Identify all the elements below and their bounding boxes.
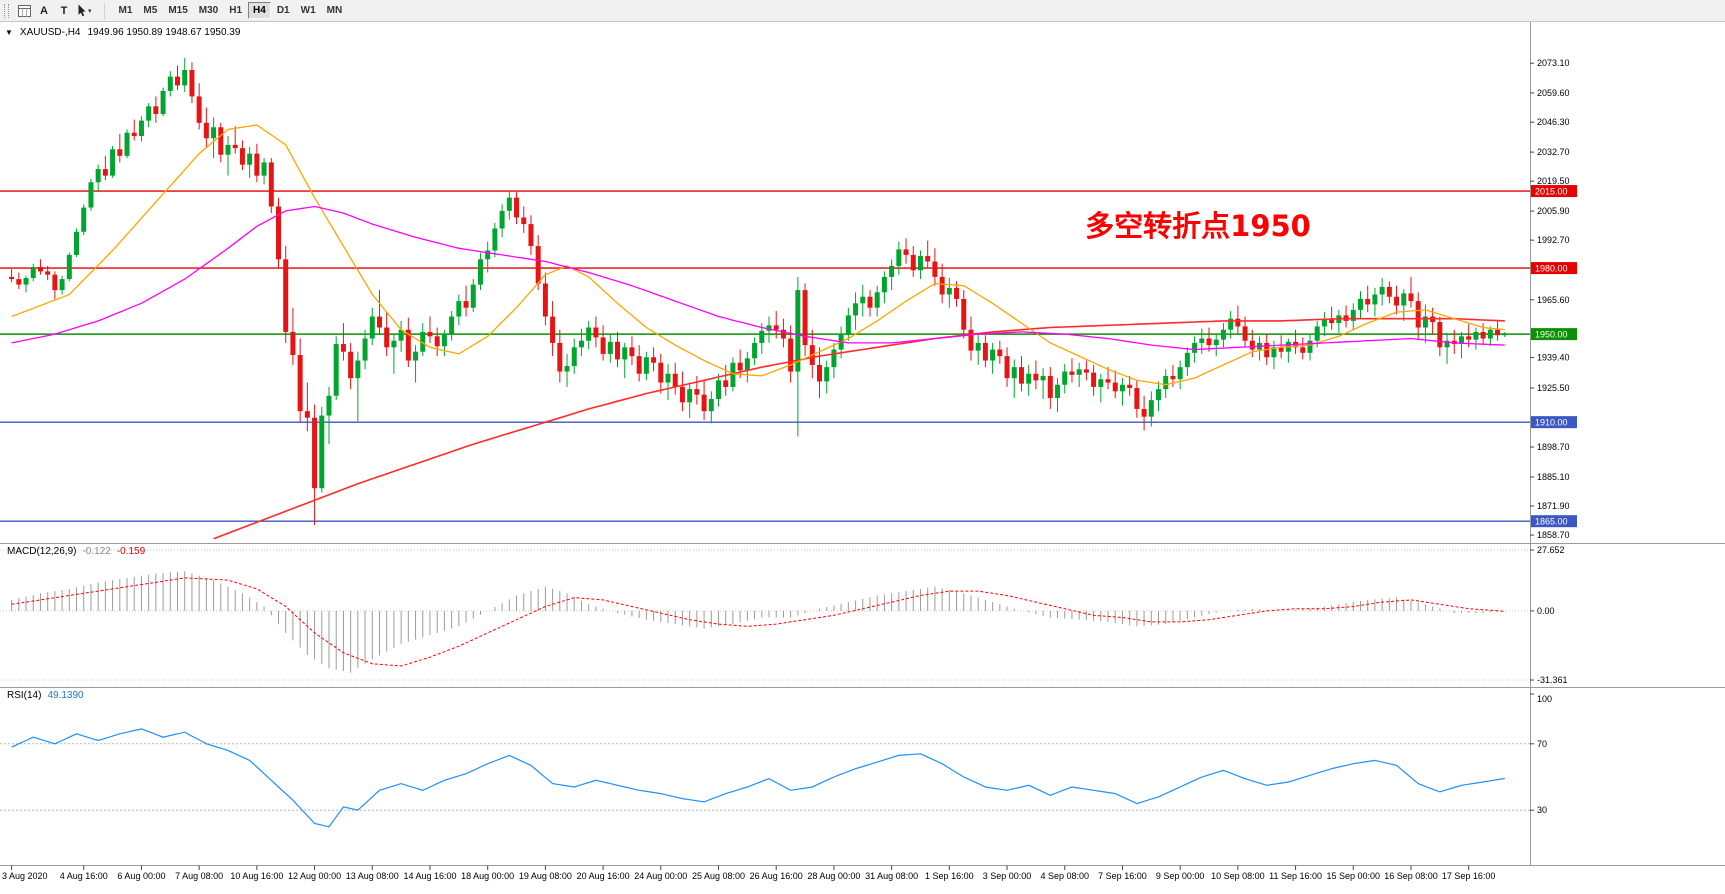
svg-text:17 Sep 16:00: 17 Sep 16:00 xyxy=(1442,871,1496,881)
svg-text:70: 70 xyxy=(1537,739,1547,749)
svg-text:11 Sep 16:00: 11 Sep 16:00 xyxy=(1269,871,1322,881)
cursor-tool-button[interactable]: ▾ xyxy=(74,2,95,20)
svg-text:7 Aug 08:00: 7 Aug 08:00 xyxy=(175,871,223,881)
chart-canvas: 2073.10 2059.60 2046.30 2032.70 2019.50 2005.… xyxy=(0,22,1725,881)
svg-text:1950.00: 1950.00 xyxy=(1535,330,1568,340)
svg-text:30: 30 xyxy=(1537,805,1547,815)
label-a-tool-button[interactable]: A xyxy=(34,2,54,20)
svg-text:3 Aug 2020: 3 Aug 2020 xyxy=(2,871,48,881)
svg-text:1980.00: 1980.00 xyxy=(1535,264,1568,274)
svg-text:6 Aug 00:00: 6 Aug 00:00 xyxy=(117,871,165,881)
horizontal-levels-layer xyxy=(0,190,1530,522)
svg-text:31 Aug 08:00: 31 Aug 08:00 xyxy=(865,871,918,881)
chart-grid-button[interactable] xyxy=(14,2,34,20)
svg-text:2046.30: 2046.30 xyxy=(1537,117,1570,127)
svg-text:12 Aug 00:00: 12 Aug 00:00 xyxy=(288,871,341,881)
svg-text:1858.70: 1858.70 xyxy=(1537,530,1570,540)
caret-down-icon: ▾ xyxy=(88,7,92,15)
svg-text:1871.90: 1871.90 xyxy=(1537,501,1570,511)
text-tool-button[interactable]: T xyxy=(54,2,74,20)
svg-text:1939.40: 1939.40 xyxy=(1537,352,1570,362)
timeframe-button-mn[interactable]: MN xyxy=(322,2,348,19)
timeframe-button-m1[interactable]: M1 xyxy=(114,2,138,19)
svg-text:0.00: 0.00 xyxy=(1537,606,1555,616)
panel-borders xyxy=(0,22,1725,866)
svg-text:16 Sep 08:00: 16 Sep 08:00 xyxy=(1384,871,1438,881)
svg-text:14 Aug 16:00: 14 Aug 16:00 xyxy=(403,871,456,881)
svg-text:1885.10: 1885.10 xyxy=(1537,472,1570,482)
chart-area[interactable]: 2073.10 2059.60 2046.30 2032.70 2019.50 2005.… xyxy=(0,22,1725,894)
svg-text:18 Aug 00:00: 18 Aug 00:00 xyxy=(461,871,514,881)
toolbar-grip[interactable] xyxy=(4,3,9,18)
timeframe-button-m15[interactable]: M15 xyxy=(163,2,192,19)
timeframe-button-w1[interactable]: W1 xyxy=(296,2,321,19)
svg-text:1865.00: 1865.00 xyxy=(1535,517,1568,527)
svg-text:2005.90: 2005.90 xyxy=(1537,206,1570,216)
timeframe-group: M1 M5 M15 M30 H1 H4 D1 W1 MN xyxy=(114,2,348,19)
svg-text:1992.70: 1992.70 xyxy=(1537,235,1570,245)
svg-text:-31.361: -31.361 xyxy=(1537,675,1568,685)
svg-text:4 Sep 08:00: 4 Sep 08:00 xyxy=(1040,871,1089,881)
ma-slow-line xyxy=(213,317,1505,540)
chart-annotation: 多空转折点1950 xyxy=(1085,209,1311,243)
main-toolbar: A T ▾ M1 M5 M15 M30 H1 H4 D1 W1 MN xyxy=(0,0,1725,22)
timeframe-button-h4[interactable]: H4 xyxy=(248,2,271,19)
svg-text:1910.00: 1910.00 xyxy=(1535,418,1568,428)
svg-text:27.652: 27.652 xyxy=(1537,545,1565,555)
svg-text:20 Aug 16:00: 20 Aug 16:00 xyxy=(577,871,630,881)
svg-text:2059.60: 2059.60 xyxy=(1537,88,1570,98)
svg-text:3 Sep 00:00: 3 Sep 00:00 xyxy=(983,871,1032,881)
svg-text:15 Sep 00:00: 15 Sep 00:00 xyxy=(1326,871,1380,881)
svg-text:2019.50: 2019.50 xyxy=(1537,176,1570,186)
svg-text:1 Sep 16:00: 1 Sep 16:00 xyxy=(925,871,974,881)
cursor-arrow-icon xyxy=(78,4,86,17)
svg-text:19 Aug 08:00: 19 Aug 08:00 xyxy=(519,871,572,881)
price-axis: 2073.10 2059.60 2046.30 2032.70 2019.50 2005.… xyxy=(1530,58,1577,540)
ma-fast-line xyxy=(11,124,1505,386)
svg-text:28 Aug 00:00: 28 Aug 00:00 xyxy=(807,871,860,881)
svg-text:7 Sep 16:00: 7 Sep 16:00 xyxy=(1098,871,1147,881)
ma-mid-line xyxy=(11,205,1505,351)
chart-window-icon xyxy=(17,4,31,17)
rsi-panel: 100 70 30 xyxy=(0,693,1552,828)
svg-text:2015.00: 2015.00 xyxy=(1535,187,1568,197)
svg-text:2032.70: 2032.70 xyxy=(1537,147,1570,157)
svg-text:4 Aug 16:00: 4 Aug 16:00 xyxy=(60,871,108,881)
timeframe-button-d1[interactable]: D1 xyxy=(272,2,295,19)
svg-text:24 Aug 00:00: 24 Aug 00:00 xyxy=(634,871,687,881)
toolbar-separator xyxy=(103,2,105,19)
timeframe-button-m5[interactable]: M5 xyxy=(138,2,162,19)
svg-text:10 Sep 08:00: 10 Sep 08:00 xyxy=(1211,871,1265,881)
svg-text:10 Aug 16:00: 10 Aug 16:00 xyxy=(230,871,283,881)
timeframe-button-m30[interactable]: M30 xyxy=(194,2,223,19)
svg-text:13 Aug 08:00: 13 Aug 08:00 xyxy=(346,871,399,881)
svg-text:26 Aug 16:00: 26 Aug 16:00 xyxy=(750,871,803,881)
svg-text:100: 100 xyxy=(1537,694,1552,704)
timeframe-button-h1[interactable]: H1 xyxy=(224,2,247,19)
svg-text:1925.50: 1925.50 xyxy=(1537,383,1570,393)
time-axis: 3 Aug 2020 4 Aug 16:00 6 Aug 00:00 7 Aug 08… xyxy=(2,865,1496,881)
svg-text:2073.10: 2073.10 xyxy=(1537,58,1570,68)
macd-panel: 27.652 0.00 -31.361 xyxy=(0,545,1568,685)
svg-text:1898.70: 1898.70 xyxy=(1537,442,1570,452)
svg-text:9 Sep 00:00: 9 Sep 00:00 xyxy=(1156,871,1205,881)
svg-text:多空转折点1950: 多空转折点1950 xyxy=(1085,209,1311,243)
svg-text:25 Aug 08:00: 25 Aug 08:00 xyxy=(692,871,745,881)
svg-text:1965.60: 1965.60 xyxy=(1537,295,1570,305)
